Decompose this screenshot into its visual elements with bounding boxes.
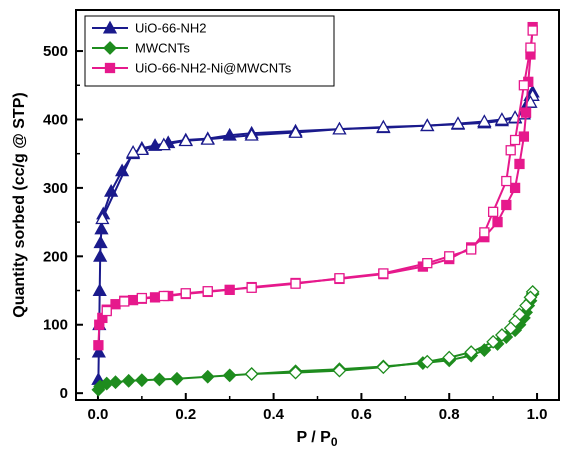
data-point xyxy=(492,216,503,228)
y-axis-title: Quantity sorbed (cc/g @ STP) xyxy=(11,92,28,317)
legend-marker xyxy=(102,20,118,34)
data-point xyxy=(444,251,455,262)
data-point xyxy=(334,273,345,284)
y-tick-label: 0 xyxy=(60,385,68,402)
data-point xyxy=(486,334,501,349)
data-point xyxy=(200,131,215,145)
data-point xyxy=(246,282,257,293)
data-point xyxy=(509,134,521,146)
series-layer xyxy=(91,21,540,397)
legend-label: UiO-66-NH2-Ni@MWCNTs xyxy=(135,61,292,76)
data-point xyxy=(466,244,477,255)
x-axis: 0.0 0.2 0.4 0.6 0.8 1.0 xyxy=(88,393,548,423)
data-point xyxy=(156,137,171,151)
x-tick-label: 1.0 xyxy=(527,406,548,423)
legend-label: UiO-66-NH2 xyxy=(135,21,207,36)
legend: UiO-66-NH2 MWCNTs UiO-66-NH2-Ni@MWCNTs xyxy=(84,15,335,87)
y-tick-label: 200 xyxy=(43,248,68,265)
data-point xyxy=(477,114,492,127)
data-point xyxy=(121,373,136,388)
data-point xyxy=(420,118,435,132)
data-point xyxy=(92,283,107,296)
x-tick-label: 0.0 xyxy=(88,406,109,423)
data-point xyxy=(95,211,110,225)
data-point xyxy=(487,206,499,217)
data-point xyxy=(509,182,521,194)
data-point xyxy=(422,258,433,269)
y-tick-label: 400 xyxy=(43,111,68,128)
data-point xyxy=(94,221,109,235)
data-point xyxy=(518,80,530,91)
data-point xyxy=(501,199,512,211)
data-point xyxy=(93,235,108,249)
data-point xyxy=(91,344,106,358)
data-point xyxy=(152,372,167,387)
data-point xyxy=(136,292,148,304)
data-point xyxy=(244,127,259,141)
data-point xyxy=(134,142,149,156)
data-point xyxy=(158,290,169,302)
legend-marker xyxy=(103,41,117,55)
data-point xyxy=(450,116,466,130)
data-point xyxy=(119,296,130,307)
data-point xyxy=(505,145,516,156)
series-1 xyxy=(91,284,540,397)
data-point xyxy=(288,365,303,380)
data-point xyxy=(134,373,149,388)
data-point xyxy=(464,345,479,360)
x-tick-label: 0.6 xyxy=(351,406,372,423)
data-point xyxy=(376,360,391,375)
data-point xyxy=(170,371,184,386)
y-tick-label: 500 xyxy=(43,43,68,60)
data-point xyxy=(101,305,112,317)
series-2 xyxy=(93,21,538,351)
data-point xyxy=(494,112,510,125)
data-point xyxy=(494,328,509,342)
data-point xyxy=(332,121,347,135)
data-point xyxy=(108,375,123,390)
data-point xyxy=(514,158,525,170)
data-point xyxy=(518,131,530,142)
legend-label: MWCNTs xyxy=(135,41,190,56)
data-point xyxy=(200,369,215,384)
data-point xyxy=(519,298,533,313)
data-point xyxy=(520,107,532,118)
x-tick-label: 0.8 xyxy=(439,406,460,423)
x-tick-label: 0.2 xyxy=(175,406,196,423)
data-point xyxy=(93,340,104,351)
data-point xyxy=(479,227,490,238)
x-tick-label: 0.4 xyxy=(263,406,285,423)
data-point xyxy=(202,286,213,297)
data-point xyxy=(178,133,193,147)
data-point xyxy=(222,368,237,383)
data-point xyxy=(376,119,391,133)
data-point xyxy=(125,144,141,158)
data-point xyxy=(290,278,301,289)
data-point xyxy=(93,248,108,262)
data-point xyxy=(501,175,512,187)
data-point xyxy=(525,42,536,53)
y-tick-label: 100 xyxy=(43,317,68,334)
data-point xyxy=(244,367,259,381)
series-0 xyxy=(91,84,540,385)
legend-marker xyxy=(104,62,116,74)
data-point xyxy=(420,354,435,369)
data-point xyxy=(442,350,457,365)
data-point xyxy=(527,25,538,36)
y-axis: 0 100 200 300 400 500 xyxy=(43,43,83,402)
data-point xyxy=(503,321,518,336)
y-tick-label: 300 xyxy=(43,180,68,197)
data-point xyxy=(180,288,191,299)
x-axis-title: P / P0 xyxy=(296,429,337,449)
data-point xyxy=(332,363,347,378)
data-point xyxy=(288,125,303,138)
legend-box xyxy=(84,15,335,87)
data-point xyxy=(378,268,389,279)
